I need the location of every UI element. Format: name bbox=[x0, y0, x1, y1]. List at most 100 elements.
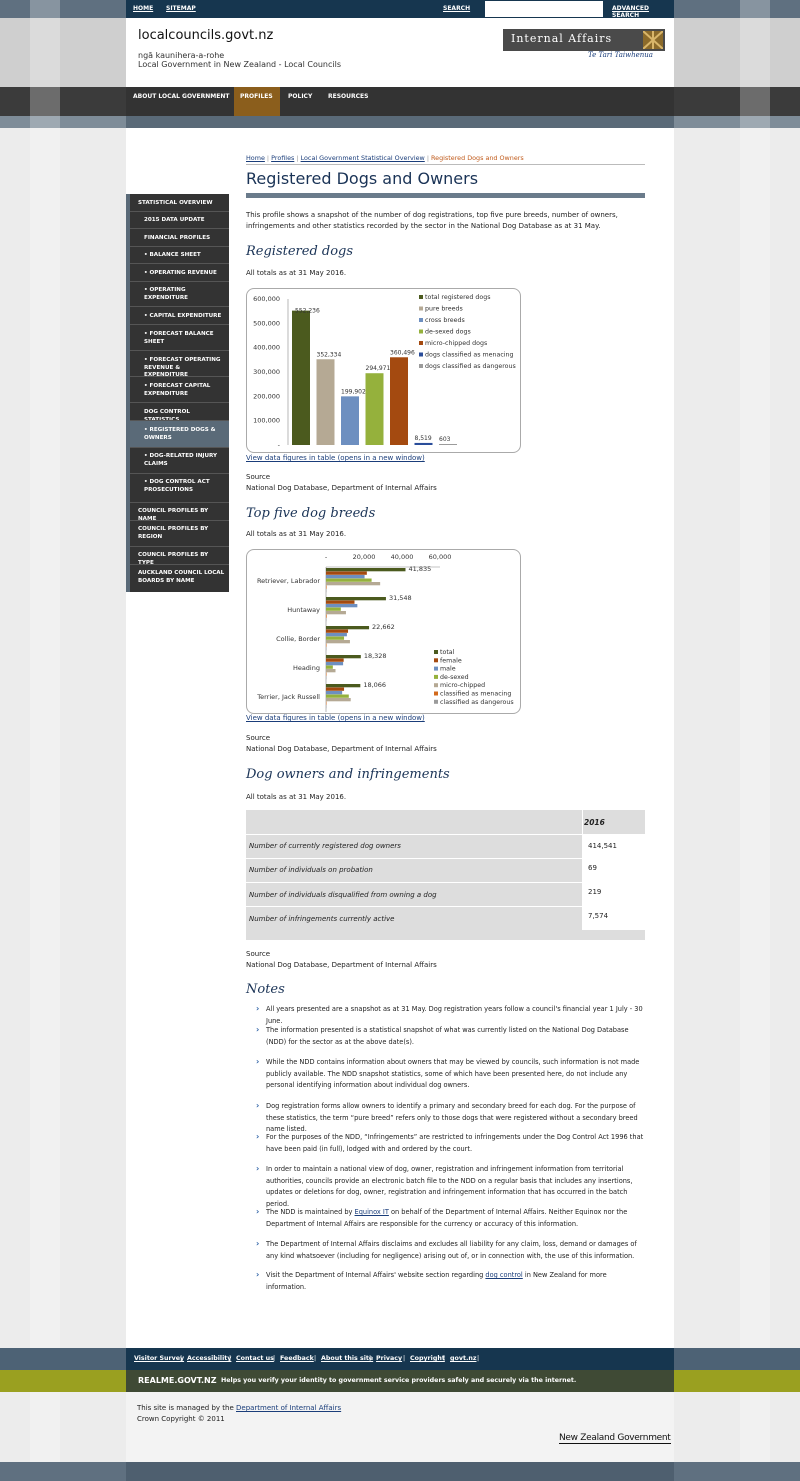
advanced-search-link[interactable]: ADVANCED SEARCH bbox=[612, 5, 650, 19]
bar bbox=[326, 640, 350, 644]
section-title-notes: Notes bbox=[246, 982, 285, 997]
category-label: Huntaway bbox=[287, 606, 320, 614]
home-link[interactable]: HOME bbox=[133, 5, 154, 12]
footer-link-privacy[interactable]: Privacy bbox=[376, 1355, 403, 1362]
bar bbox=[326, 571, 367, 575]
footer-link-feedback[interactable]: Feedback bbox=[280, 1355, 314, 1362]
bar bbox=[326, 669, 336, 673]
search-button[interactable]: SEARCH bbox=[443, 5, 471, 12]
footer-separator: | bbox=[477, 1355, 480, 1362]
footer-separator: | bbox=[180, 1355, 183, 1362]
source-text: National Dog Database, Department of Int… bbox=[246, 745, 437, 753]
internal-affairs-logo[interactable]: Internal Affairs bbox=[503, 29, 665, 51]
sidebar-item-balance-sheet[interactable]: • BALANCE SHEET bbox=[144, 252, 201, 258]
title-underline bbox=[246, 193, 645, 198]
footer-separator: | bbox=[369, 1355, 372, 1362]
sidebar-item-2015-data-update[interactable]: 2015 DATA UPDATE bbox=[144, 217, 205, 223]
site-title[interactable]: localcouncils.govt.nz bbox=[138, 28, 274, 43]
legend-label: classified as dangerous bbox=[440, 699, 514, 706]
sidebar-item-dog-control-statistics[interactable]: DOG CONTROL STATISTICS bbox=[144, 409, 190, 423]
nav-about-local-government[interactable]: ABOUT LOCAL GOVERNMENT bbox=[133, 93, 230, 100]
view-data-link-2[interactable]: View data figures in table (opens in a n… bbox=[246, 714, 425, 722]
bar bbox=[326, 658, 344, 662]
legend-swatch bbox=[419, 306, 423, 311]
sidebar-item-profiles-by-name[interactable]: COUNCIL PROFILES BY NAME bbox=[138, 508, 209, 522]
sidebar-item-dog-control-prosecutions[interactable]: • DOG CONTROL ACT PROSECUTIONS bbox=[144, 479, 210, 493]
bullet-arrow-icon: › bbox=[256, 1004, 260, 1013]
legend-swatch bbox=[419, 295, 423, 299]
footer-link-contact[interactable]: Contact us bbox=[236, 1355, 274, 1362]
sitemap-link[interactable]: SITEMAP bbox=[166, 5, 196, 12]
footer-link-about[interactable]: About this site bbox=[321, 1355, 374, 1362]
note-item: The information presented is a statistic… bbox=[266, 1026, 629, 1046]
breadcrumb-home[interactable]: Home bbox=[246, 154, 265, 162]
sidebar-item-dog-injury-claims[interactable]: • DOG-RELATED INJURY CLAIMS bbox=[144, 453, 218, 467]
realme-logo[interactable]: REALME.GOVT.NZ bbox=[138, 1376, 217, 1385]
bar bbox=[326, 655, 361, 659]
equinox-link[interactable]: Equinox IT bbox=[354, 1208, 389, 1216]
table-header-divider bbox=[582, 810, 583, 834]
registered-dogs-chart-svg: 600,000 500,000 400,000 300,000 200,000 100,0… bbox=[253, 294, 516, 449]
sidebar-item-operating-expenditure[interactable]: • OPERATING EXPENDITURE bbox=[144, 287, 188, 301]
footer-links-bar: Visitor Survey | Accessibility | Contact… bbox=[126, 1348, 674, 1370]
breadcrumb-current: Registered Dogs and Owners bbox=[431, 154, 524, 162]
note-item: While the NDD contains information about… bbox=[266, 1058, 640, 1089]
sidebar-divider bbox=[130, 502, 229, 503]
sidebar-item-registered-dogs-owners[interactable]: • REGISTERED DOGS & OWNERS bbox=[144, 427, 216, 441]
logo-subtitle: Te Tari Taiwhenua bbox=[588, 51, 653, 59]
sidebar-item-profiles-by-region[interactable]: COUNCIL PROFILES BY REGION bbox=[138, 526, 209, 540]
footer-link-govt-nz[interactable]: govt.nz bbox=[450, 1355, 477, 1362]
footer-link-accessibility[interactable]: Accessibility bbox=[187, 1355, 232, 1362]
bar bbox=[439, 444, 457, 445]
legend-label: micro-chipped dogs bbox=[425, 340, 487, 347]
bar bbox=[326, 662, 344, 666]
nav-profiles[interactable]: PROFILES bbox=[240, 93, 273, 100]
table-row-value: 7,574 bbox=[582, 907, 645, 930]
legend-swatch bbox=[419, 352, 423, 357]
sidebar-divider bbox=[130, 350, 229, 351]
sidebar-item-forecast-capital[interactable]: • FORECAST CAPITAL EXPENDITURE bbox=[144, 383, 211, 397]
table-row-label: Number of infringements currently active bbox=[249, 915, 395, 923]
bar bbox=[316, 359, 335, 445]
footer-separator: | bbox=[314, 1355, 317, 1362]
sidebar-item-operating-revenue[interactable]: • OPERATING REVENUE bbox=[144, 270, 217, 276]
x-tick-label: 60,000 bbox=[429, 553, 452, 561]
nav-policy[interactable]: POLICY bbox=[288, 93, 313, 100]
breadcrumb-profiles[interactable]: Profiles bbox=[271, 154, 295, 162]
category-label: Terrier, Jack Russell bbox=[256, 693, 320, 701]
legend-swatch bbox=[434, 666, 438, 671]
footer-link-visitor-survey[interactable]: Visitor Survey bbox=[134, 1355, 185, 1362]
note-item: In order to maintain a national view of … bbox=[266, 1165, 633, 1208]
as-at-text: All totals as at 31 May 2016. bbox=[246, 793, 347, 801]
breadcrumb-overview[interactable]: Local Government Statistical Overview bbox=[300, 154, 425, 162]
bullet-arrow-icon: › bbox=[256, 1101, 260, 1110]
sidebar-item-financial-profiles[interactable]: FINANCIAL PROFILES bbox=[144, 235, 211, 241]
sidebar-item-auckland-local-boards[interactable]: AUCKLAND COUNCIL LOCAL BOARDS BY NAME bbox=[138, 570, 225, 584]
footer-separator: | bbox=[229, 1355, 232, 1362]
search-input[interactable] bbox=[484, 0, 604, 18]
table-row-label: Number of individuals disqualified from … bbox=[249, 891, 437, 899]
legend-label: total bbox=[440, 649, 455, 656]
nav-resources[interactable]: RESOURCES bbox=[328, 93, 369, 100]
managed-prefix: This site is managed by the bbox=[137, 1404, 236, 1412]
nz-government-logo[interactable]: New Zealand Government bbox=[559, 1433, 671, 1444]
footer-link-copyright[interactable]: Copyright bbox=[410, 1355, 445, 1362]
sidebar-item-forecast-balance-sheet[interactable]: • FORECAST BALANCE SHEET bbox=[144, 331, 214, 345]
sidebar-item-forecast-operating[interactable]: • FORECAST OPERATING REVENUE & EXPENDITU… bbox=[144, 357, 221, 378]
dia-footer-link[interactable]: Department of Internal Affairs bbox=[236, 1404, 342, 1412]
bar bbox=[326, 568, 406, 572]
bar bbox=[365, 373, 384, 445]
table-row: Number of individuals on probation 69 bbox=[246, 858, 645, 882]
sidebar-item-statistical-overview[interactable]: STATISTICAL OVERVIEW bbox=[138, 200, 213, 206]
bar bbox=[326, 604, 358, 608]
view-data-link-1[interactable]: View data figures in table (opens in a n… bbox=[246, 454, 425, 462]
sidebar-item-profiles-by-type[interactable]: COUNCIL PROFILES BY TYPE bbox=[138, 552, 209, 566]
site-subtitle-maori: ngā kaunihera-a-rohe bbox=[138, 51, 225, 60]
legend-swatch bbox=[419, 341, 423, 345]
bar bbox=[326, 672, 327, 676]
category-label: Heading bbox=[293, 664, 320, 672]
sidebar-item-capital-expenditure[interactable]: • CAPITAL EXPENDITURE bbox=[144, 313, 222, 319]
note-item: All years presented are a snapshot as at… bbox=[266, 1005, 643, 1025]
bar bbox=[326, 607, 341, 611]
dog-control-link[interactable]: dog control bbox=[485, 1271, 523, 1279]
